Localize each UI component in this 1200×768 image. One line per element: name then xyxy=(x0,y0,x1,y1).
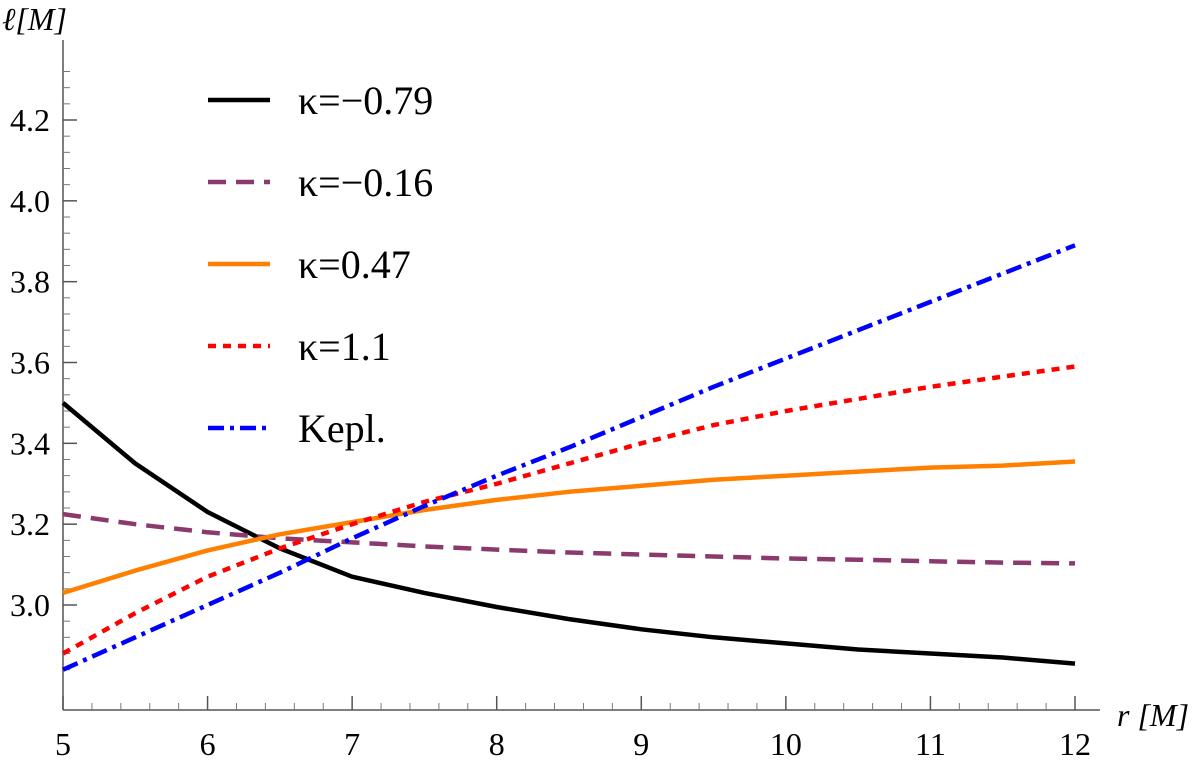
series-line-5 xyxy=(62,243,1076,672)
x-tick-label: 11 xyxy=(915,726,946,762)
x-tick-label: 6 xyxy=(200,726,216,762)
series-line-3 xyxy=(62,459,1076,596)
y-axis-label: ℓ[M] xyxy=(2,1,67,37)
legend-label-5: Kepl. xyxy=(298,406,386,451)
x-tick-label: 7 xyxy=(344,726,360,762)
y-tick-label: 3.6 xyxy=(10,345,50,381)
legend-label-3: κ=0.47 xyxy=(298,242,411,287)
x-tick-label: 10 xyxy=(770,726,802,762)
axes: 5 6 7 8 9 10 11 12 3.0 3.2 3.4 3.6 3.8 4.0 4.2 xyxy=(10,40,1100,762)
x-tick-label: 8 xyxy=(489,726,505,762)
x-axis-label: r [M] xyxy=(1117,697,1189,733)
series-line-4 xyxy=(61,364,1076,656)
legend-label-4: κ=1.1 xyxy=(298,324,391,369)
series-layer xyxy=(61,243,1076,672)
x-tick-label: 12 xyxy=(1059,726,1091,762)
x-tick-label: 5 xyxy=(55,726,71,762)
x-tick-label: 9 xyxy=(633,726,649,762)
series-line-1 xyxy=(61,401,1076,666)
series-line-2 xyxy=(62,511,1076,566)
legend-label-2: κ=−0.16 xyxy=(298,160,433,205)
y-tick-label: 3.8 xyxy=(10,264,50,300)
legend: κ=−0.79 κ=−0.16 κ=0.47 κ=1.1 Kepl. xyxy=(208,78,433,451)
y-tick-label: 4.0 xyxy=(10,183,50,219)
y-tick-label: 4.2 xyxy=(10,102,50,138)
y-tick-label: 3.4 xyxy=(10,425,50,461)
y-tick-label: 3.0 xyxy=(10,587,50,623)
legend-label-1: κ=−0.79 xyxy=(298,78,433,123)
y-tick-label: 3.2 xyxy=(10,506,50,542)
